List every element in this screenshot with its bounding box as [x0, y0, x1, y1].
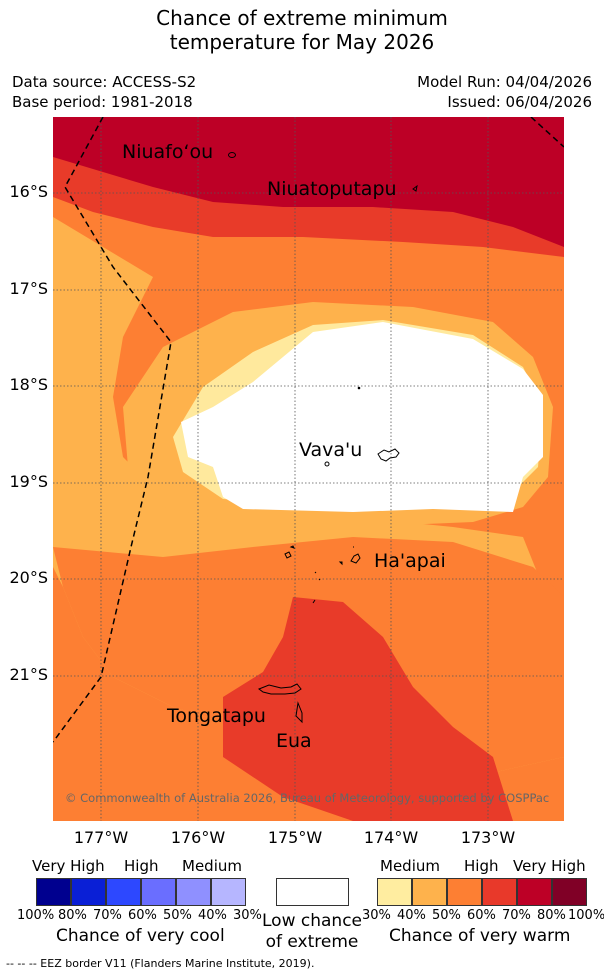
cool-tick-80: 80%	[58, 908, 87, 923]
warm-tick-30: 30%	[362, 908, 391, 923]
label-vavau: Vava'u	[299, 439, 362, 461]
cool-tick-60: 60%	[128, 908, 157, 923]
warm-tick-100: 100%	[568, 908, 604, 923]
niuatoputapu-island	[412, 184, 418, 192]
tongatapu-island	[257, 683, 302, 695]
neutral-caption-line-2: of extreme	[265, 932, 359, 952]
cool-tick-30: 30%	[233, 908, 262, 923]
small-island-dot	[357, 386, 361, 390]
lat-label-17s: 17°S	[9, 279, 48, 298]
warm-tick-60: 60%	[467, 908, 496, 923]
neutral-swatch	[276, 878, 349, 906]
region-60-percent-west	[53, 567, 564, 821]
eez-footnote: -- -- -- EEZ border V11 (Flanders Marine…	[6, 957, 315, 970]
neutral-caption: Low chance of extreme	[252, 911, 372, 953]
neutral-caption-line-1: Low chance	[262, 911, 362, 931]
region-low-chance	[181, 322, 543, 512]
base-period: Base period: 1981-2018	[12, 93, 193, 111]
warm-swatch-50-60	[447, 878, 482, 906]
warm-level-high: High	[464, 857, 499, 875]
warm-tick-80: 80%	[537, 908, 566, 923]
lon-label-177w: 177°W	[73, 828, 129, 847]
cool-swatch-70-80	[71, 878, 106, 906]
cool-level-medium: Medium	[182, 857, 242, 875]
warm-tick-50: 50%	[432, 908, 461, 923]
warm-tick-70: 70%	[502, 908, 531, 923]
cool-tick-100: 100%	[17, 908, 55, 923]
cool-swatch-30-40	[211, 878, 246, 906]
cool-tick-40: 40%	[198, 908, 227, 923]
label-haapai: Ha'apai	[374, 550, 446, 572]
vavau-islet	[324, 461, 330, 467]
haapai-chain	[312, 546, 354, 604]
warm-caption: Chance of very warm	[389, 926, 571, 946]
graticule	[53, 117, 564, 821]
cool-tick-70: 70%	[93, 908, 122, 923]
cool-swatch-60-70	[106, 878, 141, 906]
label-niuafoou: Niuafoʻou	[122, 141, 213, 163]
cool-level-high: High	[124, 857, 159, 875]
issued-date: Issued: 06/04/2026	[447, 93, 592, 111]
cool-swatch-80-100	[36, 878, 71, 906]
title-line-2: temperature for May 2026	[169, 30, 435, 54]
lat-label-16s: 16°S	[9, 182, 48, 201]
region-70-percent-south	[223, 597, 513, 821]
model-run: Model Run: 04/04/2026	[417, 73, 592, 91]
label-tongatapu: Tongatapu	[166, 705, 266, 727]
lat-label-19s: 19°S	[9, 472, 48, 491]
cool-swatch-40-50	[176, 878, 211, 906]
cool-tick-50: 50%	[163, 908, 192, 923]
warm-swatch-70-80	[517, 878, 552, 906]
warm-tick-40: 40%	[397, 908, 426, 923]
cool-level-very-high: Very High	[32, 857, 105, 875]
eez-border	[53, 117, 172, 743]
tonga-map: Niuafoʻou Niuatoputapu Vava'u Ha'apai To…	[53, 117, 564, 821]
lon-label-174w: 174°W	[363, 828, 419, 847]
cool-swatch-50-60	[141, 878, 176, 906]
niuafoou-island	[228, 152, 236, 158]
cool-colorbar	[36, 878, 246, 906]
vavau-island	[377, 448, 400, 462]
copyright-text: © Commonwealth of Australia 2026, Bureau…	[65, 791, 549, 805]
lat-label-20s: 20°S	[9, 568, 48, 587]
haapai-islands	[284, 545, 361, 566]
warm-swatch-40-50	[412, 878, 447, 906]
warm-swatch-60-70	[482, 878, 517, 906]
lat-label-21s: 21°S	[9, 665, 48, 684]
data-source: Data source: ACCESS-S2	[12, 73, 197, 91]
cool-caption: Chance of very cool	[56, 926, 225, 946]
lat-label-18s: 18°S	[9, 375, 48, 394]
islands	[228, 152, 418, 724]
lon-label-176w: 176°W	[170, 828, 226, 847]
eua-island	[295, 701, 303, 724]
map-title: Chance of extreme minimum temperature fo…	[0, 6, 604, 54]
title-line-1: Chance of extreme minimum	[156, 6, 448, 30]
region-80-percent	[53, 117, 564, 247]
lon-label-173w: 173°W	[460, 828, 516, 847]
label-niuatoputapu: Niuatoputapu	[267, 178, 397, 200]
lon-label-175w: 175°W	[267, 828, 323, 847]
warm-level-very-high: Very High	[513, 857, 586, 875]
warm-swatch-30-40	[377, 878, 412, 906]
warm-swatch-80-100	[552, 878, 587, 906]
warm-colorbar	[377, 878, 587, 906]
warm-level-medium: Medium	[380, 857, 440, 875]
label-eua: Eua	[276, 730, 312, 752]
eez-border-east	[530, 117, 564, 148]
